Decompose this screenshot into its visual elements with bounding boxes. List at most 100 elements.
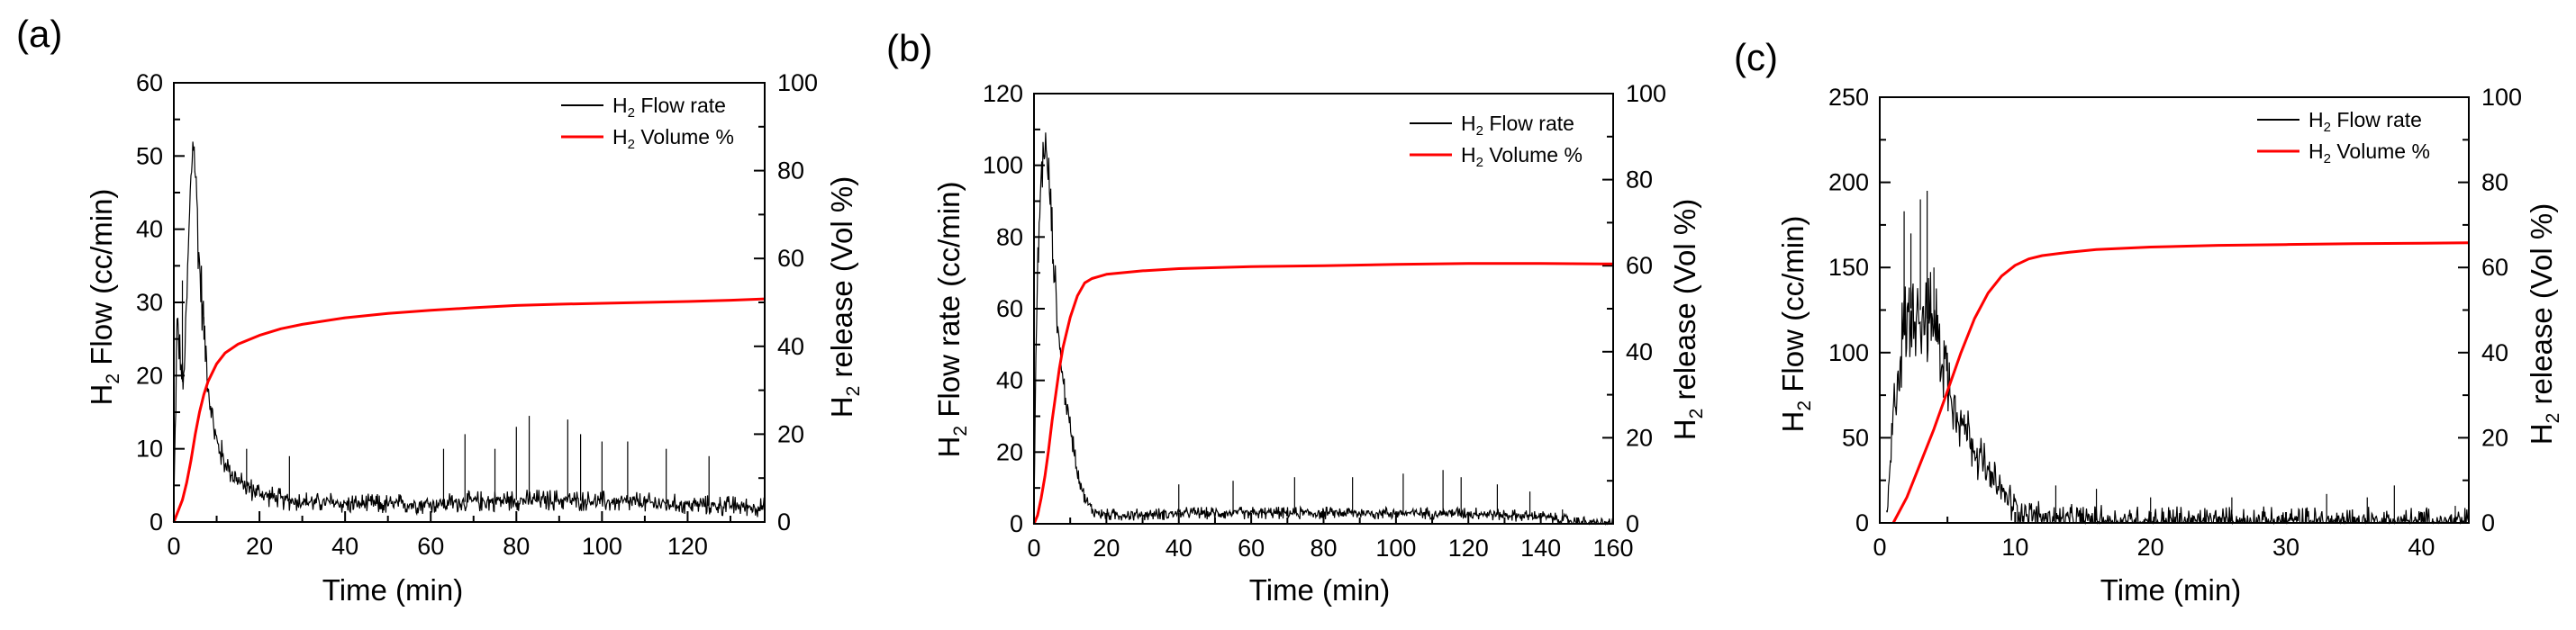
panel-b-x-axis-title: Time (min) (1249, 573, 1390, 607)
panel-c-x-tick-label: 20 (2137, 534, 2164, 561)
panel-b-y2-tick-label: 100 (1626, 80, 1666, 107)
panel-a-legend: H2 Flow rate H2 Volume % (561, 94, 734, 152)
panel-b-x-tick-label: 40 (1166, 535, 1193, 562)
panel-b-tick-labels: 0 20 40 60 80 100 120 140 1600204060801001200204… (983, 80, 1666, 562)
panel-a-x-tick-label: 40 (331, 533, 358, 560)
panel-a-y-tick-label: 10 (136, 436, 163, 463)
panel-c-volume-line (1891, 241, 2470, 524)
panel-c-y2-tick-label: 0 (2481, 509, 2495, 536)
panel-c-legend-volume-label: H2 Volume % (2308, 140, 2430, 166)
panel-b-x-tick-label: 140 (1520, 535, 1561, 562)
panel-c-y-tick-label: 150 (1828, 254, 1869, 281)
panel-a-x-tick-label: 60 (417, 533, 444, 560)
panel-a-legend-flow-label: H2 Flow rate (612, 94, 726, 121)
panel-b-y2-tick-label: 40 (1626, 338, 1653, 365)
panel-a-x-tick-label: 120 (667, 533, 708, 560)
panel-c-x-tick-label: 10 (2001, 534, 2028, 561)
panel-a-y-tick-label: 20 (136, 362, 163, 389)
panel-c-x-axis-title: Time (min) (2100, 573, 2241, 607)
panel-b-y2-tick-label: 20 (1626, 424, 1653, 451)
panel-b-y2-tick-label: 60 (1626, 252, 1653, 279)
panel-b-y2-tick-label: 80 (1626, 166, 1653, 194)
panel-a-label: (a) (16, 13, 62, 55)
panel-c-y2-tick-label: 60 (2481, 254, 2508, 281)
panel-c-flow-series (1885, 191, 2470, 526)
panel-a-volume-series (172, 297, 766, 523)
panel-c-y2-tick-label: 100 (2481, 84, 2522, 111)
panel-b-y-tick-label: 0 (1010, 510, 1023, 537)
panel-a-x-tick-label: 0 (167, 533, 180, 560)
panel-c-y2-tick-label: 20 (2481, 424, 2508, 451)
panel-b: (b) 0 20 40 60 80 100 120 140 160020406080100120… (886, 27, 1707, 607)
panel-a-frame (173, 82, 766, 523)
panel-c-y-tick-label: 100 (1828, 339, 1869, 366)
panel-c-y-tick-label: 200 (1828, 169, 1869, 196)
panel-a-y2-tick-label: 40 (777, 333, 804, 360)
panel-a-y-tick-label: 60 (136, 69, 163, 96)
panel-a-y2-tick-label: 100 (777, 69, 818, 96)
panel-c-y2-axis-title: H2 release (Vol %) (2525, 203, 2563, 445)
panel-b-x-tick-label: 60 (1238, 535, 1265, 562)
panel-a-y-tick-label: 40 (136, 216, 163, 243)
panel-b-y-axis-title: H2 Flow rate (cc/min) (932, 182, 971, 458)
panel-c-y-tick-label: 0 (1855, 509, 1869, 536)
panel-b-y-tick-label: 20 (996, 438, 1023, 465)
panel-a-flow-line (173, 141, 766, 518)
panel-b-volume-line (1032, 262, 1614, 525)
panel-c-y2-tick-label: 80 (2481, 169, 2508, 196)
panel-b-legend: H2 Flow rate H2 Volume % (1410, 112, 1583, 170)
panel-b-volume-series (1032, 262, 1614, 525)
panel-c-legend-flow-label: H2 Flow rate (2308, 108, 2422, 135)
panel-a-y2-tick-label: 0 (777, 508, 791, 536)
panel-a-y2-tick-label: 20 (777, 420, 804, 447)
panel-c-tick-labels: 0 10 20 30 40 0 50 100 150 200 250 0 20 40 60 80 100 (1828, 84, 2522, 561)
panel-c-legend: H2 Flow rate H2 Volume % (2257, 108, 2430, 166)
panel-c: (c) 0 10 20 30 40 0 50 100 150 200 250 0 20 40 60 80 100… (1734, 36, 2563, 607)
panel-b-frame (1033, 93, 1614, 525)
panel-b-x-tick-label: 120 (1448, 535, 1489, 562)
panel-b-x-tick-label: 100 (1375, 535, 1416, 562)
panel-c-y2-tick-label: 40 (2481, 339, 2508, 366)
panel-c-y-tick-label: 50 (1842, 424, 1869, 451)
panel-b-flow-series (1033, 132, 1614, 526)
panel-c-volume-series (1891, 241, 2470, 524)
panel-a-volume-line (172, 297, 766, 523)
panel-c-flow-line (1885, 272, 2470, 526)
panel-a-tick-labels: 0 20 40 60 80 100 120 0 10 20 30 40 50 60 0 20 40 60 80 100 (136, 69, 818, 560)
panel-b-y2-axis-title: H2 release (Vol %) (1668, 199, 1707, 440)
panel-b-x-tick-label: 160 (1592, 535, 1633, 562)
panel-a-y2-tick-label: 60 (777, 245, 804, 272)
panel-a-flow-series (173, 141, 766, 518)
panel-a-legend-volume-label: H2 Volume % (612, 125, 734, 152)
panel-b-x-tick-label: 20 (1093, 535, 1120, 562)
panel-a-x-tick-label: 80 (503, 533, 530, 560)
panel-c-y-tick-label: 250 (1828, 84, 1869, 111)
panel-a-y-tick-label: 30 (136, 289, 163, 316)
panel-b-legend-flow-label: H2 Flow rate (1461, 112, 1574, 139)
panel-b-label: (b) (886, 27, 932, 69)
panel-b-y-tick-label: 100 (983, 152, 1023, 179)
panel-c-x-tick-label: 0 (1873, 534, 1886, 561)
panel-c-frame (1879, 96, 2470, 524)
panel-b-y-tick-label: 40 (996, 367, 1023, 394)
panel-a-y-tick-label: 0 (150, 508, 163, 536)
panel-b-legend-volume-label: H2 Volume % (1461, 143, 1583, 170)
panel-c-x-tick-label: 30 (2272, 534, 2299, 561)
panel-c-y-axis-title: H2 Flow (cc/min) (1776, 216, 1815, 433)
panel-b-x-tick-label: 80 (1310, 535, 1337, 562)
panel-a-y-axis-title: H2 Flow (cc/min) (85, 189, 123, 406)
panel-a-y-tick-label: 50 (136, 142, 163, 169)
panel-a-x-axis-title: Time (min) (322, 573, 463, 607)
panel-b-y-tick-label: 80 (996, 223, 1023, 250)
panel-c-x-tick-label: 40 (2408, 534, 2435, 561)
panel-b-y-tick-label: 60 (996, 295, 1023, 322)
panel-c-label: (c) (1734, 36, 1778, 78)
panel-b-x-tick-label: 0 (1027, 535, 1040, 562)
panel-a-x-tick-label: 20 (246, 533, 273, 560)
panel-a: (a) 0 20 40 60 80 100 120 0 10 20 30 40 50 60 0 20 40 60 8… (16, 13, 864, 607)
panel-a-y2-axis-title: H2 release (Vol %) (825, 176, 864, 418)
panel-b-y-tick-label: 120 (983, 80, 1023, 107)
panel-a-y2-tick-label: 80 (777, 158, 804, 184)
panel-b-y2-tick-label: 0 (1626, 510, 1639, 537)
